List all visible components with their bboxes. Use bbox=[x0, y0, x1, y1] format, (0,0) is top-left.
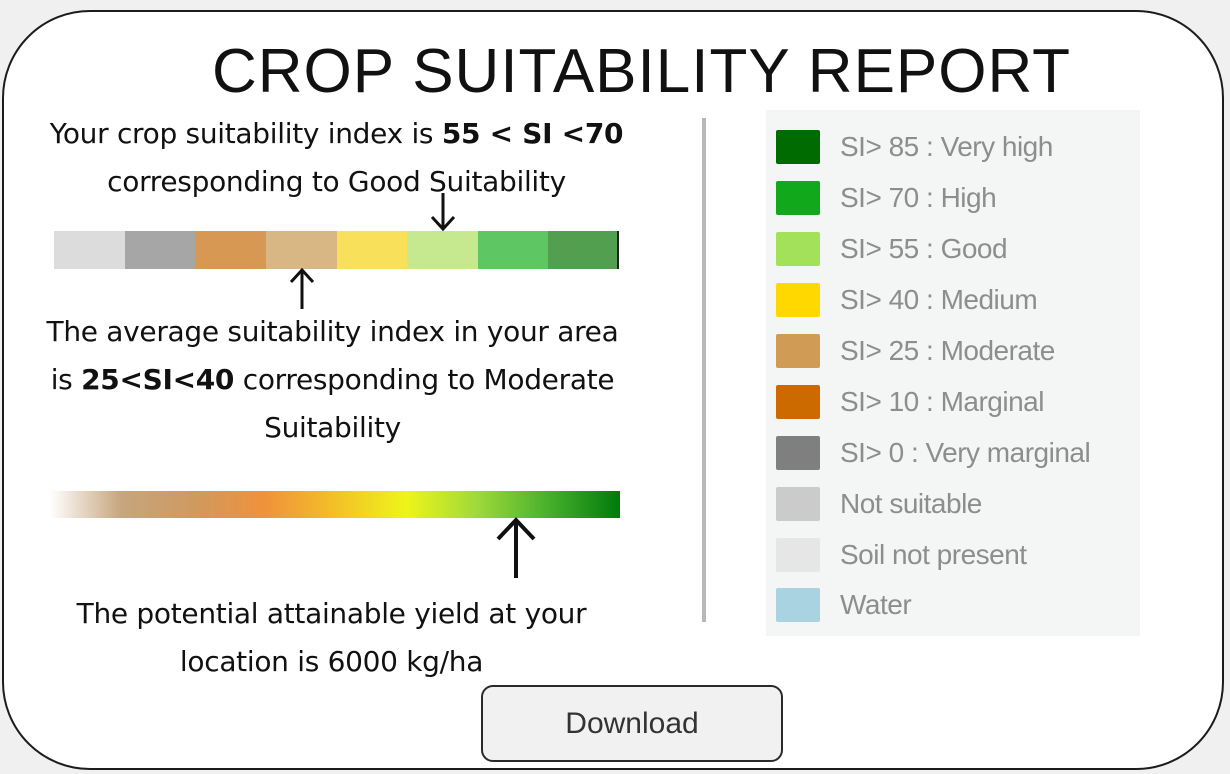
yield-gradient-bar bbox=[50, 491, 620, 518]
legend-swatch bbox=[776, 334, 820, 368]
legend-swatch bbox=[776, 436, 820, 470]
legend-item: SI> 10 : Marginal bbox=[776, 385, 1044, 419]
download-button[interactable]: Download bbox=[481, 685, 783, 762]
yield-line1: The potential attainable yield at your bbox=[76, 597, 587, 630]
area-index-arrow-icon bbox=[289, 268, 315, 309]
report-card: CROP SUITABILITY REPORT Your crop suitab… bbox=[2, 10, 1224, 770]
area-index-line2-suffix: corresponding to Moderate bbox=[234, 363, 615, 396]
legend-label: Not suitable bbox=[840, 488, 982, 519]
legend-label: SI> 85 : Very high bbox=[840, 131, 1053, 162]
legend-label: SI> 70 : High bbox=[840, 182, 997, 213]
crop-index-text: Your crop suitability index is 55 < SI <… bbox=[24, 110, 649, 206]
legend-item: Not suitable bbox=[776, 487, 982, 521]
page-title: CROP SUITABILITY REPORT bbox=[211, 37, 1072, 106]
area-index-text: The average suitability index in your ar… bbox=[20, 308, 645, 452]
vertical-divider bbox=[702, 118, 706, 622]
area-index-line2-prefix: is bbox=[50, 363, 82, 396]
legend-swatch bbox=[776, 385, 820, 419]
legend-label: Soil not present bbox=[840, 539, 1027, 570]
legend-label: SI> 40 : Medium bbox=[840, 284, 1038, 315]
legend-item: SI> 55 : Good bbox=[776, 232, 1008, 266]
scale-segment bbox=[54, 231, 125, 269]
legend-swatch bbox=[776, 283, 820, 317]
scale-end-marker bbox=[617, 231, 619, 269]
area-index-range: 25<SI<40 bbox=[81, 363, 235, 396]
legend-swatch bbox=[776, 487, 820, 521]
legend-label: SI> 25 : Moderate bbox=[840, 335, 1055, 366]
scale-segment bbox=[336, 231, 408, 269]
yield-arrow-icon bbox=[496, 517, 536, 578]
yield-text: The potential attainable yield at your l… bbox=[24, 590, 639, 686]
legend-item: SI> 40 : Medium bbox=[776, 283, 1038, 317]
yield-line2: location is 6000 kg/ha bbox=[179, 645, 484, 678]
legend-label: SI> 10 : Marginal bbox=[840, 386, 1044, 417]
crop-index-line2: corresponding to Good Suitability bbox=[107, 165, 566, 198]
scale-segment bbox=[548, 231, 619, 269]
suitability-scale-bar bbox=[54, 231, 619, 269]
scale-segment bbox=[124, 231, 196, 269]
scale-segment bbox=[265, 231, 337, 269]
legend-swatch bbox=[776, 232, 820, 266]
legend-panel: SI> 85 : Very high SI> 70 : High SI> 55 : … bbox=[766, 110, 1140, 636]
legend-swatch bbox=[776, 181, 820, 215]
legend-swatch bbox=[776, 538, 820, 572]
legend-item: SI> 85 : Very high bbox=[776, 130, 1053, 164]
area-index-line3: Suitability bbox=[264, 411, 401, 444]
legend-item: SI> 0 : Very marginal bbox=[776, 436, 1091, 470]
legend-label: SI> 0 : Very marginal bbox=[840, 437, 1091, 468]
area-index-line1: The average suitability index in your ar… bbox=[46, 315, 619, 348]
scale-segment bbox=[195, 231, 266, 269]
crop-index-range: 55 < SI <70 bbox=[441, 117, 624, 150]
legend-label: Water bbox=[840, 589, 912, 620]
legend-item: SI> 70 : High bbox=[776, 181, 997, 215]
crop-index-arrow-icon bbox=[430, 193, 456, 232]
crop-index-prefix: Your crop suitability index is bbox=[49, 117, 442, 150]
legend-swatch bbox=[776, 588, 820, 622]
legend-swatch bbox=[776, 130, 820, 164]
legend-item: Water bbox=[776, 588, 912, 622]
legend-item: SI> 25 : Moderate bbox=[776, 334, 1055, 368]
scale-segment bbox=[407, 231, 478, 269]
scale-segment bbox=[477, 231, 549, 269]
legend-label: SI> 55 : Good bbox=[840, 233, 1008, 264]
legend-item: Soil not present bbox=[776, 538, 1027, 572]
